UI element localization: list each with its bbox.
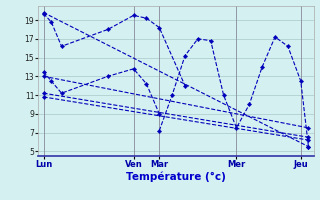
X-axis label: Température (°c): Température (°c) (126, 172, 226, 182)
